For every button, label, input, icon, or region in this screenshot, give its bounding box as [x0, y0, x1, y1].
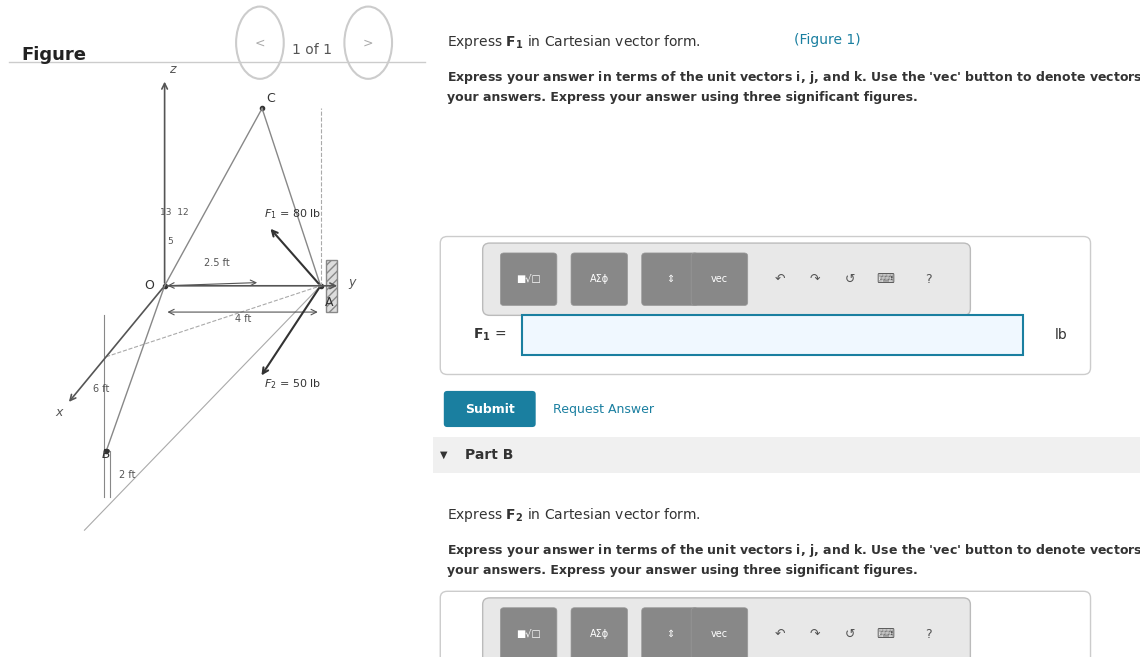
Text: Express $\mathbf{F_1}$ in Cartesian vector form.: Express $\mathbf{F_1}$ in Cartesian vect… — [447, 33, 702, 51]
Text: vec: vec — [711, 274, 728, 284]
Text: ?: ? — [925, 627, 931, 641]
Text: C: C — [267, 92, 275, 105]
FancyBboxPatch shape — [482, 598, 970, 657]
Text: Express your answer in terms of the unit vectors $\mathbf{i}$, $\mathbf{j}$, and: Express your answer in terms of the unit… — [447, 542, 1140, 577]
Text: 4 ft: 4 ft — [235, 314, 251, 324]
Text: 6 ft: 6 ft — [93, 384, 109, 394]
Text: $F_2$ = 50 lb: $F_2$ = 50 lb — [264, 378, 321, 392]
Text: ■√□: ■√□ — [516, 274, 541, 284]
FancyBboxPatch shape — [440, 591, 1091, 657]
Text: Request Answer: Request Answer — [553, 403, 654, 416]
Text: Express $\mathbf{F_2}$ in Cartesian vector form.: Express $\mathbf{F_2}$ in Cartesian vect… — [447, 506, 701, 524]
Text: ↶: ↶ — [774, 627, 784, 641]
Text: ↷: ↷ — [809, 273, 820, 286]
FancyBboxPatch shape — [571, 253, 627, 306]
Text: 2.5 ft: 2.5 ft — [204, 258, 229, 268]
Text: Figure: Figure — [22, 46, 87, 64]
Text: 13  12: 13 12 — [161, 208, 189, 217]
Text: Express your answer in terms of the unit vectors $\mathbf{i}$, $\mathbf{j}$, and: Express your answer in terms of the unit… — [447, 69, 1140, 104]
FancyBboxPatch shape — [482, 243, 970, 315]
FancyBboxPatch shape — [326, 260, 336, 312]
Text: AΣϕ: AΣϕ — [589, 629, 609, 639]
Text: y: y — [348, 276, 356, 289]
FancyBboxPatch shape — [691, 608, 748, 657]
Text: x: x — [56, 406, 63, 419]
Text: AΣϕ: AΣϕ — [589, 274, 609, 284]
Text: ↺: ↺ — [845, 273, 855, 286]
Text: <: < — [254, 36, 266, 49]
FancyBboxPatch shape — [433, 437, 1140, 473]
Text: z: z — [169, 63, 176, 76]
Text: ⌨: ⌨ — [877, 273, 895, 286]
FancyBboxPatch shape — [691, 253, 748, 306]
FancyBboxPatch shape — [500, 253, 556, 306]
FancyBboxPatch shape — [500, 608, 556, 657]
Text: ■√□: ■√□ — [516, 629, 541, 639]
Text: ⇕: ⇕ — [666, 629, 674, 639]
FancyBboxPatch shape — [443, 391, 536, 427]
FancyBboxPatch shape — [521, 315, 1024, 355]
Text: >: > — [363, 36, 374, 49]
Text: vec: vec — [711, 629, 728, 639]
Text: ↷: ↷ — [809, 627, 820, 641]
Text: (Figure 1): (Figure 1) — [793, 33, 861, 47]
Text: ↶: ↶ — [774, 273, 784, 286]
Text: Submit: Submit — [465, 403, 514, 416]
Text: 1 of 1: 1 of 1 — [292, 43, 332, 57]
Text: lb: lb — [1056, 328, 1068, 342]
Text: A: A — [325, 296, 333, 309]
FancyBboxPatch shape — [642, 608, 698, 657]
Text: Part B: Part B — [465, 447, 513, 462]
Text: ?: ? — [925, 273, 931, 286]
FancyBboxPatch shape — [440, 237, 1091, 374]
Text: ▼: ▼ — [440, 449, 448, 460]
Text: ⌨: ⌨ — [877, 627, 895, 641]
Text: $\mathbf{F_1}$ =: $\mathbf{F_1}$ = — [473, 327, 506, 343]
Text: O: O — [144, 279, 154, 292]
FancyBboxPatch shape — [571, 608, 627, 657]
Text: $F_1$ = 80 lb: $F_1$ = 80 lb — [264, 207, 321, 221]
Text: ⇕: ⇕ — [666, 274, 674, 284]
Text: 2 ft: 2 ft — [120, 470, 136, 480]
Text: B: B — [101, 448, 111, 461]
Text: 5: 5 — [166, 237, 172, 246]
Text: ↺: ↺ — [845, 627, 855, 641]
FancyBboxPatch shape — [642, 253, 698, 306]
